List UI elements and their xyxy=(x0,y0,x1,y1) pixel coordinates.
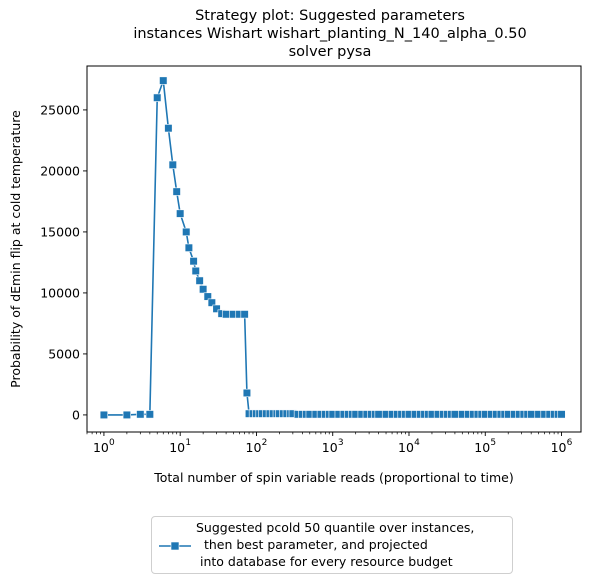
data-point xyxy=(222,310,231,319)
data-point xyxy=(182,227,191,237)
x-tick-label: 10 xyxy=(169,440,185,455)
data-point xyxy=(159,76,168,85)
x-tick-label: 10 xyxy=(551,440,567,455)
data-point xyxy=(122,410,131,420)
x-tick-exponent: 0 xyxy=(109,438,115,448)
x-axis-label: Total number of spin variable reads (pro… xyxy=(153,470,514,485)
x-tick-label: 10 xyxy=(474,440,490,455)
x-tick-exponent: 4 xyxy=(414,438,420,448)
plot-marks xyxy=(99,76,566,420)
x-tick-exponent: 1 xyxy=(185,438,191,448)
data-point xyxy=(189,257,198,266)
x-tick-label: 10 xyxy=(398,440,414,455)
legend-label: Suggested pcold 50 quantile over instanc… xyxy=(196,520,475,569)
legend: Suggested pcold 50 quantile over instanc… xyxy=(151,516,513,574)
data-point xyxy=(450,410,460,419)
y-tick-label: 15000 xyxy=(40,224,80,239)
data-point xyxy=(240,310,249,319)
plot-frame xyxy=(86,65,582,433)
y-tick-label: 20000 xyxy=(40,163,80,178)
chart-title-line-2: instances Wishart wishart_planting_N_140… xyxy=(133,26,527,42)
data-point xyxy=(195,276,204,285)
data-point xyxy=(99,410,109,420)
plot-area xyxy=(87,66,581,432)
data-point xyxy=(199,285,208,294)
data-point xyxy=(242,388,252,398)
axes: 10 0 10 1 10 2 10 3 10 4 10 5 10 60500010000150002000… xyxy=(40,102,572,455)
data-point xyxy=(527,410,536,419)
data-point xyxy=(153,93,162,102)
legend-swatch xyxy=(159,541,191,551)
x-tick-exponent: 3 xyxy=(338,438,344,448)
chart-title-line-3: solver pysa xyxy=(288,44,372,60)
y-tick-label: 5000 xyxy=(48,346,80,361)
x-tick-exponent: 5 xyxy=(490,438,496,448)
y-tick-label: 25000 xyxy=(40,102,80,117)
x-tick-label: 10 xyxy=(322,440,338,455)
x-tick-exponent: 6 xyxy=(567,438,573,448)
data-point xyxy=(191,266,200,276)
data-point xyxy=(136,410,145,419)
x-tick-label: 10 xyxy=(93,440,109,455)
data-point xyxy=(212,304,221,313)
y-tick-label: 0 xyxy=(72,407,80,422)
x-tick-label: 10 xyxy=(246,440,262,455)
data-point xyxy=(172,187,181,196)
data-point xyxy=(164,124,173,133)
data-point xyxy=(207,298,216,307)
y-tick-label: 10000 xyxy=(40,285,80,300)
data-point xyxy=(557,410,566,419)
data-point xyxy=(145,410,154,419)
y-axis-label: Probability of dEmin flip at cold temper… xyxy=(8,110,23,388)
data-point xyxy=(374,410,383,419)
data-point xyxy=(176,209,185,218)
x-tick-exponent: 2 xyxy=(262,438,268,448)
data-point xyxy=(184,243,193,252)
chart-title-line-1: Strategy plot: Suggested parameters xyxy=(195,8,465,24)
data-point xyxy=(168,160,177,169)
